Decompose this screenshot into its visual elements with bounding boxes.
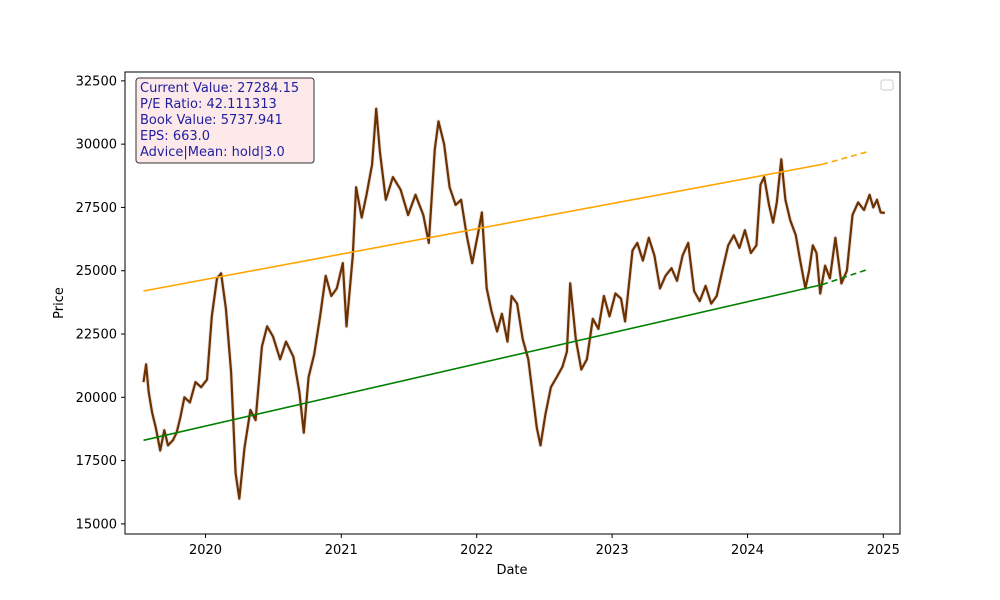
series-line-3 xyxy=(143,283,823,442)
y-tick-label: 20000 xyxy=(76,391,117,406)
legend-box xyxy=(880,79,894,91)
info-box-line: Book Value: 5737.941 xyxy=(140,113,283,128)
y-tick-label: 22500 xyxy=(76,328,117,343)
y-tick-label: 27500 xyxy=(76,201,117,216)
plot-frame xyxy=(124,71,901,535)
x-tick-label: 2023 xyxy=(596,543,629,558)
info-box-line: Current Value: 27284.15 xyxy=(140,81,299,96)
axis-ticks: 2020 2021 2022 2023 2024 2025 15000 17500 20000 2… xyxy=(76,74,900,558)
y-axis-label: Price xyxy=(52,287,67,319)
y-tick-label: 15000 xyxy=(76,517,117,532)
x-tick-label: 2020 xyxy=(189,543,222,558)
series-line-4 xyxy=(821,268,868,286)
y-tick-label: 32500 xyxy=(76,74,117,89)
x-axis-label: Date xyxy=(496,563,527,578)
y-tick-label: 30000 xyxy=(76,138,117,153)
y-tick-label: 17500 xyxy=(76,454,117,469)
x-tick-label: 2024 xyxy=(731,543,764,558)
info-box-line: P/E Ratio: 42.111313 xyxy=(140,97,277,112)
series-line-2 xyxy=(821,150,868,166)
y-tick-label: 25000 xyxy=(76,264,117,279)
series-line-1 xyxy=(143,163,823,292)
info-box-line: Advice|Mean: hold|3.0 xyxy=(140,145,285,160)
x-tick-label: 2022 xyxy=(460,543,493,558)
x-tick-label: 2025 xyxy=(867,543,900,558)
series-line-0 xyxy=(142,107,885,500)
price-line-shadow xyxy=(141,106,885,501)
info-box-background xyxy=(135,77,315,164)
info-box: Current Value: 27284.15P/E Ratio: 42.111… xyxy=(135,77,315,164)
x-tick-label: 2021 xyxy=(325,543,358,558)
info-box-line: EPS: 663.0 xyxy=(140,129,210,144)
chart-marks xyxy=(141,106,885,501)
